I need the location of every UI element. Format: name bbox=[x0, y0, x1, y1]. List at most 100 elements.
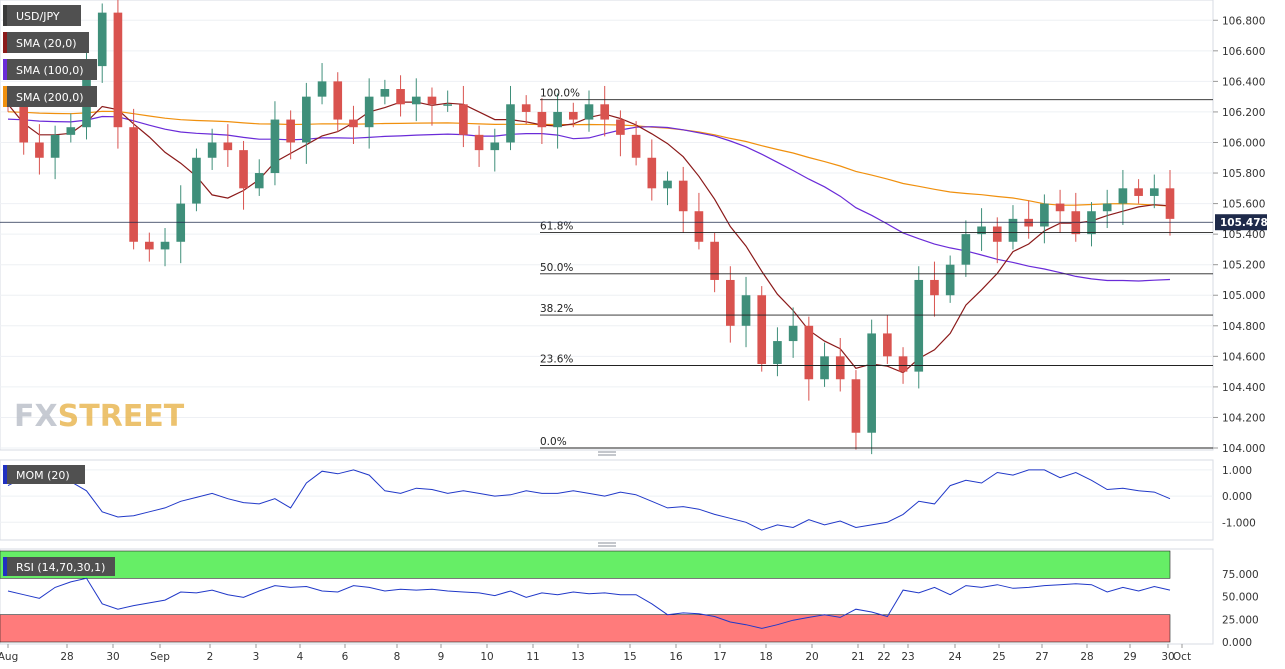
candle-body bbox=[66, 127, 76, 135]
candle-body bbox=[160, 241, 170, 250]
candle-body bbox=[317, 81, 327, 97]
candle-body bbox=[1008, 218, 1018, 242]
candle-body bbox=[396, 89, 405, 105]
legend-swatch bbox=[3, 32, 7, 53]
candle-body bbox=[19, 104, 29, 143]
svg-text:FXSTREET: FXSTREET bbox=[14, 399, 185, 434]
rsi-label-tag: RSI (14,70,30,1) bbox=[3, 557, 115, 576]
panel-splitter-2[interactable] bbox=[598, 542, 616, 547]
candle-body bbox=[710, 241, 719, 280]
candle-body bbox=[804, 325, 814, 380]
candle-body bbox=[616, 119, 625, 135]
time-tick-label: 28 bbox=[1080, 651, 1093, 663]
legend-swatch bbox=[3, 59, 7, 80]
price-tick-label: 106.200 bbox=[1222, 107, 1265, 119]
rsi-tick-label: 0.000 bbox=[1222, 637, 1252, 649]
mom-tick-label: -1.000 bbox=[1222, 517, 1256, 529]
candle-body bbox=[741, 295, 751, 326]
last-price-tag bbox=[1215, 214, 1267, 231]
candle-body bbox=[1040, 203, 1049, 227]
candle-body bbox=[380, 89, 390, 97]
candle-body bbox=[1071, 211, 1081, 235]
time-tick-label: 9 bbox=[438, 651, 445, 663]
time-tick-label: 13 bbox=[571, 651, 584, 663]
candle-body bbox=[678, 180, 688, 212]
candle-body bbox=[459, 104, 468, 135]
time-tick-label: 25 bbox=[992, 651, 1005, 663]
time-tick-label: Oct bbox=[1173, 651, 1191, 663]
candle-body bbox=[663, 180, 672, 189]
candle-body bbox=[584, 104, 594, 120]
candle-body bbox=[647, 157, 657, 189]
time-tick-label: Sep bbox=[150, 651, 170, 663]
rsi-label: RSI (14,70,30,1) bbox=[16, 561, 105, 574]
price-tick-label: 106.600 bbox=[1222, 46, 1265, 58]
time-tick-label: 15 bbox=[623, 651, 636, 663]
candle-body bbox=[1055, 203, 1065, 212]
candle-body bbox=[961, 234, 971, 265]
legend-swatch bbox=[3, 86, 7, 107]
time-tick-label: 23 bbox=[901, 651, 914, 663]
price-tick-label: 104.200 bbox=[1222, 412, 1265, 424]
candle-body bbox=[50, 134, 60, 158]
time-tick-label: 6 bbox=[342, 651, 349, 663]
candle-body bbox=[302, 96, 311, 143]
rsi-axis: 75.000 50.000 25.000 0.000 bbox=[1222, 569, 1259, 649]
panel-splitter-1[interactable] bbox=[598, 451, 616, 456]
rsi-overbought-zone bbox=[0, 550, 1171, 579]
time-tick-label: 4 bbox=[297, 651, 304, 663]
price-tick-label: 106.400 bbox=[1222, 76, 1265, 88]
legend-tag-bg bbox=[3, 86, 97, 107]
candle-body bbox=[333, 81, 343, 120]
legend-label: SMA (200,0) bbox=[16, 91, 84, 104]
time-tick-label: 21 bbox=[851, 651, 864, 663]
legend-tag-bg bbox=[3, 59, 97, 80]
time-tick-label: 29 bbox=[1123, 651, 1136, 663]
candle-body bbox=[113, 12, 123, 128]
candle-body bbox=[568, 111, 578, 120]
fxstreet-logo: FXSTREET bbox=[14, 399, 185, 434]
candle-body bbox=[820, 356, 829, 380]
candle-body bbox=[553, 111, 562, 128]
price-tick-label: 105.600 bbox=[1222, 199, 1265, 211]
rsi-tick-label: 75.000 bbox=[1222, 569, 1259, 581]
fib-level-label: 61.8% bbox=[540, 221, 573, 233]
candle-body bbox=[1087, 211, 1096, 235]
candle-body bbox=[1134, 188, 1143, 196]
price-tick-label: 106.000 bbox=[1222, 137, 1265, 149]
price-tick-label: 104.800 bbox=[1222, 321, 1265, 333]
candle-body bbox=[930, 279, 939, 296]
candle-body bbox=[600, 104, 610, 120]
candle-body bbox=[914, 279, 924, 372]
candle-body bbox=[521, 104, 531, 112]
rsi-oversold-zone bbox=[0, 614, 1171, 643]
mom-series-line bbox=[7, 469, 1171, 531]
sma-100-line bbox=[7, 115, 1171, 282]
legend-label: SMA (100,0) bbox=[16, 64, 84, 77]
candle-body bbox=[945, 264, 955, 296]
candle-body bbox=[192, 157, 201, 204]
candle-body bbox=[506, 104, 515, 143]
time-tick-label: 27 bbox=[1035, 651, 1048, 663]
candle-body bbox=[1149, 188, 1159, 196]
time-tick-label: 30 bbox=[106, 651, 119, 663]
fib-level-label: 50.0% bbox=[540, 262, 573, 274]
candle-body bbox=[270, 119, 280, 174]
rsi-line bbox=[7, 577, 1171, 629]
mom-line bbox=[7, 469, 1171, 531]
time-tick-label: 11 bbox=[526, 651, 539, 663]
fib-level-label: 0.0% bbox=[540, 436, 567, 448]
time-tick-label: 24 bbox=[948, 651, 962, 663]
mom-panel-bg bbox=[0, 459, 1214, 541]
candle-body bbox=[992, 226, 1002, 242]
time-tick-label: 2 bbox=[207, 651, 214, 663]
price-tick-label: 104.000 bbox=[1222, 443, 1265, 455]
candle-body bbox=[145, 241, 154, 250]
legend-label: USD/JPY bbox=[16, 10, 60, 23]
time-tick-label: 22 bbox=[877, 651, 890, 663]
candle-body bbox=[207, 142, 217, 158]
candle-body bbox=[1024, 218, 1033, 227]
logo-part-street: STREET bbox=[58, 399, 185, 434]
candle-body bbox=[773, 341, 782, 364]
